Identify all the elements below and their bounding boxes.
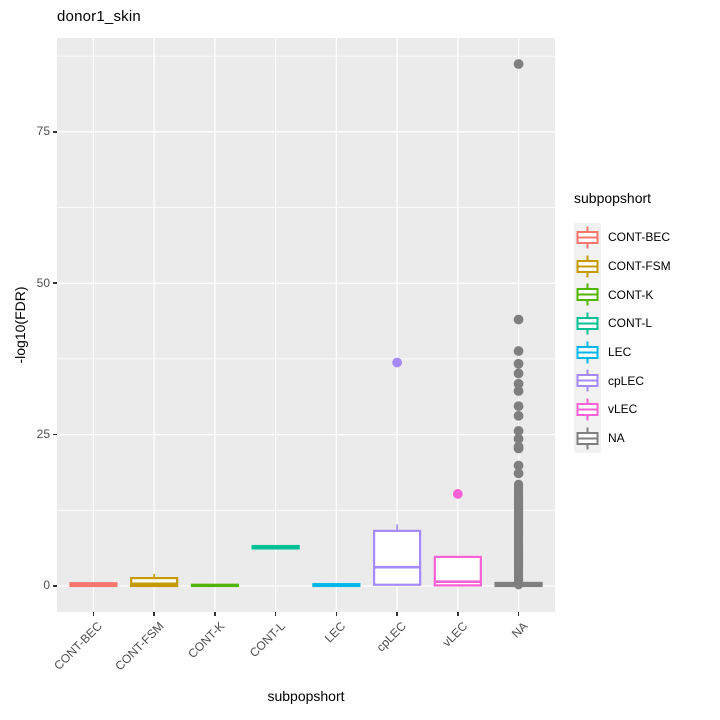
- legend: subpopshort CONT-BEC CONT-FSM CONT-K CONT-L…: [574, 190, 720, 453]
- y-axis-tick-label: 0: [43, 578, 50, 593]
- legend-key: [574, 423, 601, 453]
- boxplot-key-icon: [576, 255, 599, 278]
- x-axis-tick-label: vLEC: [439, 619, 470, 650]
- legend-label: CONT-BEC: [608, 230, 671, 245]
- legend-label: vLEC: [608, 402, 638, 417]
- box-CONT-FSM: [130, 576, 179, 588]
- boxplot-key-icon: [576, 226, 599, 249]
- legend-label: CONT-FSM: [608, 259, 671, 274]
- legend-label: CONT-L: [608, 316, 653, 331]
- x-axis-tick-label: LEC: [321, 619, 349, 646]
- plot-canvas: [57, 38, 555, 612]
- x-axis-tick-label: CONT-FSM: [111, 619, 167, 674]
- y-axis-title: -log10(FDR): [12, 286, 28, 364]
- legend-key: [574, 366, 601, 396]
- legend-item-CONT-K: CONT-K: [574, 280, 720, 310]
- outlier-point-NA: [513, 401, 524, 412]
- x-axis-tick-label: CONT-BEC: [51, 619, 106, 673]
- legend-item-LEC: LEC: [574, 337, 720, 367]
- outlier-point-NA: [513, 410, 524, 421]
- legend-key: [574, 251, 601, 281]
- outlier-point-NA: [513, 443, 524, 454]
- x-axis-tick-mark: [214, 612, 216, 616]
- box-cpLEC: [372, 529, 422, 586]
- x-axis-tick-label: CONT-K: [184, 619, 227, 661]
- legend-title: subpopshort: [574, 190, 652, 206]
- legend-key: [574, 309, 601, 338]
- legend-item-vLEC: vLEC: [574, 395, 720, 424]
- legend-item-CONT-FSM: CONT-FSM: [574, 251, 720, 281]
- outlier-point-NA: [513, 368, 524, 379]
- outlier-point-NA: [513, 468, 524, 479]
- outlier-point-NA: [513, 386, 524, 396]
- y-axis-tick-mark: [53, 585, 57, 587]
- legend-label: LEC: [608, 345, 632, 360]
- x-axis-tick-mark: [457, 612, 459, 616]
- outlier-point-NA: [513, 314, 524, 325]
- y-axis-tick-mark: [53, 433, 57, 436]
- y-axis-tick-label: 50: [36, 275, 50, 290]
- outlier-point-cpLEC: [392, 357, 402, 368]
- x-axis-title: subpopshort: [267, 688, 345, 704]
- boxplot-key-icon: [576, 341, 599, 364]
- outlier-point-NA: [513, 358, 524, 369]
- legend-item-cpLEC: cpLEC: [574, 366, 720, 396]
- legend-label: NA: [608, 431, 625, 446]
- legend-key: [574, 337, 601, 367]
- outlier-point-vLEC: [452, 489, 463, 499]
- outlier-point-NA: [513, 346, 524, 356]
- legend-items: CONT-BEC CONT-FSM CONT-K CONT-L LEC cpLEC vLEC…: [574, 223, 720, 453]
- legend-key: [574, 223, 601, 252]
- legend-item-CONT-L: CONT-L: [574, 309, 720, 338]
- x-axis-tick-label: NA: [508, 619, 531, 641]
- outlier-point-NA: [513, 433, 524, 444]
- x-axis-tick-mark: [274, 612, 277, 616]
- legend-label: CONT-K: [608, 287, 654, 302]
- outlier-point-NA: [513, 59, 524, 69]
- outlier-point-NA: [513, 460, 524, 471]
- x-axis-tick-label: cpLEC: [373, 619, 410, 655]
- boxplot-key-icon: [576, 398, 599, 421]
- y-axis-tick-label: 75: [36, 124, 50, 139]
- y-axis-tick-label: 25: [36, 427, 50, 442]
- plot-title: donor1_skin: [57, 8, 141, 25]
- legend-item-NA: NA: [574, 423, 720, 453]
- boxplot-key-icon: [576, 283, 599, 306]
- legend-key: [574, 280, 601, 310]
- boxplot-key-icon: [576, 369, 599, 392]
- x-axis-tick-mark: [335, 612, 338, 616]
- plot-panel: [57, 38, 555, 612]
- x-axis-tick-mark: [517, 612, 520, 616]
- x-axis-tick-label: CONT-L: [246, 619, 288, 661]
- x-axis-tick-mark: [396, 612, 398, 616]
- outlier-point-NA: [513, 378, 524, 389]
- legend-key: [574, 395, 601, 424]
- boxplot-key-icon: [576, 427, 599, 450]
- y-axis-tick-mark: [53, 131, 57, 133]
- legend-item-CONT-BEC: CONT-BEC: [574, 223, 720, 252]
- outlier-point-NA: [513, 426, 524, 436]
- boxplot-key-icon: [576, 312, 599, 335]
- x-axis-tick-mark: [153, 612, 155, 616]
- y-axis-tick-mark: [53, 282, 57, 284]
- x-axis-tick-mark: [92, 612, 95, 616]
- legend-label: cpLEC: [608, 373, 645, 388]
- outlier-point-NA: [513, 479, 524, 489]
